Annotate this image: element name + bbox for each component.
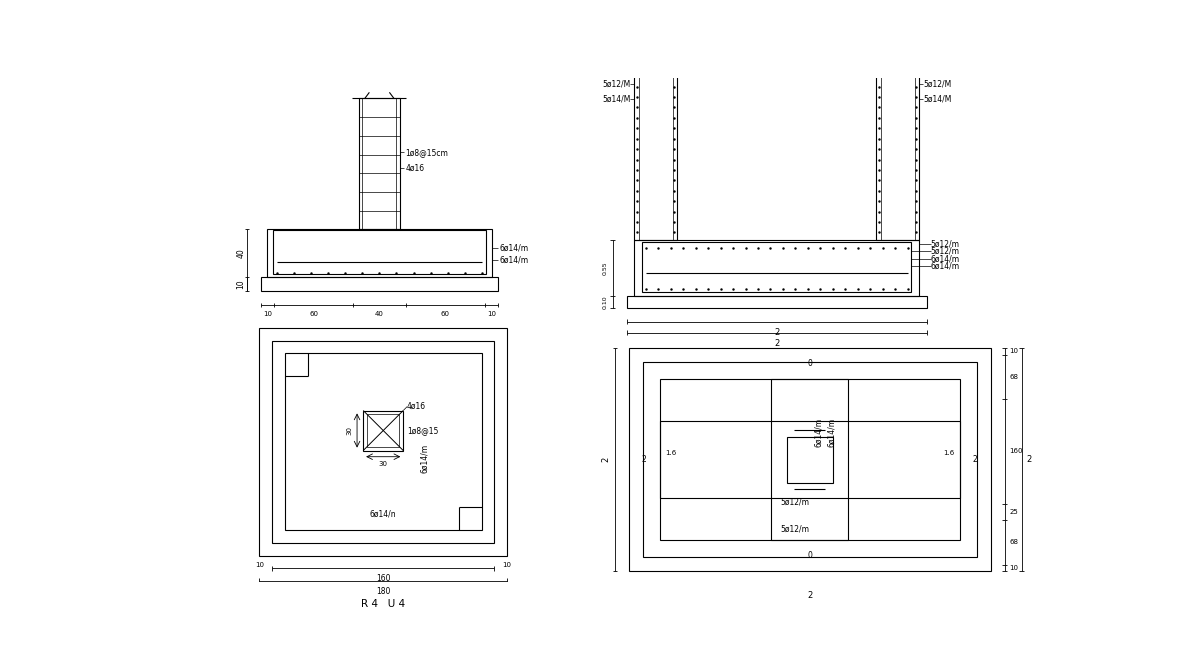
Text: 6ø14/m: 6ø14/m <box>420 443 430 473</box>
Bar <box>362 99 396 230</box>
Text: 6ø14/m: 6ø14/m <box>499 256 529 265</box>
Text: 5ø14/M: 5ø14/M <box>923 94 952 103</box>
Bar <box>638 52 673 240</box>
Text: 60: 60 <box>310 311 318 317</box>
Text: 68: 68 <box>1009 374 1019 380</box>
Text: 6ø14/m: 6ø14/m <box>499 243 529 252</box>
Text: 6ø14/m: 6ø14/m <box>931 262 960 271</box>
Text: 10: 10 <box>487 311 496 317</box>
Text: 1ø8@15cm: 1ø8@15cm <box>406 148 449 157</box>
Bar <box>635 240 919 296</box>
Text: 1ø8@15: 1ø8@15 <box>407 426 438 435</box>
Text: 68: 68 <box>1009 540 1019 545</box>
Text: 40: 40 <box>236 249 245 258</box>
Text: 2: 2 <box>774 339 779 348</box>
Text: 0: 0 <box>808 551 812 560</box>
Text: 160: 160 <box>376 574 390 583</box>
Bar <box>772 379 848 540</box>
Bar <box>272 341 494 543</box>
Bar <box>364 411 403 451</box>
Text: 5ø12/m: 5ø12/m <box>931 239 960 249</box>
Text: 1.6: 1.6 <box>666 451 677 456</box>
Text: 25: 25 <box>1009 509 1018 515</box>
Bar <box>367 415 400 447</box>
Text: 0: 0 <box>808 359 812 368</box>
Text: R 4   U 4: R 4 U 4 <box>361 599 406 609</box>
Text: 6ø14/n: 6ø14/n <box>370 509 396 518</box>
Bar <box>629 348 991 572</box>
Text: 40: 40 <box>374 311 384 317</box>
Bar <box>787 436 833 483</box>
Bar <box>635 52 677 240</box>
Text: 2: 2 <box>1026 455 1032 464</box>
Text: 10: 10 <box>254 562 264 568</box>
Bar <box>626 296 926 308</box>
Bar <box>260 277 498 291</box>
Text: 10: 10 <box>263 311 272 317</box>
Text: 2: 2 <box>774 328 779 337</box>
Text: 2: 2 <box>808 591 812 600</box>
Text: 160: 160 <box>1009 449 1022 455</box>
Text: 1.6: 1.6 <box>943 451 954 456</box>
Bar <box>881 52 914 240</box>
Text: 6ø14/m: 6ø14/m <box>827 418 835 447</box>
Text: 10: 10 <box>1009 565 1019 571</box>
Text: 4ø16: 4ø16 <box>407 402 426 411</box>
Bar <box>266 230 492 277</box>
Text: 5ø14/M: 5ø14/M <box>602 94 630 103</box>
Text: 10: 10 <box>503 562 511 568</box>
Bar <box>284 353 481 530</box>
Text: 30: 30 <box>379 461 388 468</box>
Text: 10: 10 <box>236 279 245 289</box>
Text: 6ø14/m: 6ø14/m <box>814 418 823 447</box>
Text: 2: 2 <box>973 455 978 464</box>
Bar <box>660 379 960 540</box>
Bar <box>259 328 508 556</box>
Text: 60: 60 <box>440 311 450 317</box>
Text: 5ø12/M: 5ø12/M <box>602 79 630 88</box>
Text: 2: 2 <box>642 455 647 464</box>
Text: 180: 180 <box>376 587 390 596</box>
Text: 0.10: 0.10 <box>604 295 608 309</box>
Text: 30: 30 <box>347 426 353 435</box>
Bar <box>642 243 912 292</box>
Text: 2: 2 <box>601 457 611 462</box>
Bar <box>876 52 919 240</box>
Text: 5ø12/m: 5ø12/m <box>931 247 960 256</box>
Text: 10: 10 <box>1009 348 1019 354</box>
Text: 0.55: 0.55 <box>604 261 608 275</box>
Text: 5ø12/m: 5ø12/m <box>780 525 809 534</box>
Text: 5ø12/m: 5ø12/m <box>780 498 809 506</box>
Bar <box>643 362 977 557</box>
Bar <box>274 230 486 274</box>
Bar <box>359 99 400 230</box>
Text: 6ø14/m: 6ø14/m <box>931 254 960 263</box>
Bar <box>660 421 960 498</box>
Text: 5ø12/M: 5ø12/M <box>923 79 952 88</box>
Text: 4ø16: 4ø16 <box>406 164 425 172</box>
